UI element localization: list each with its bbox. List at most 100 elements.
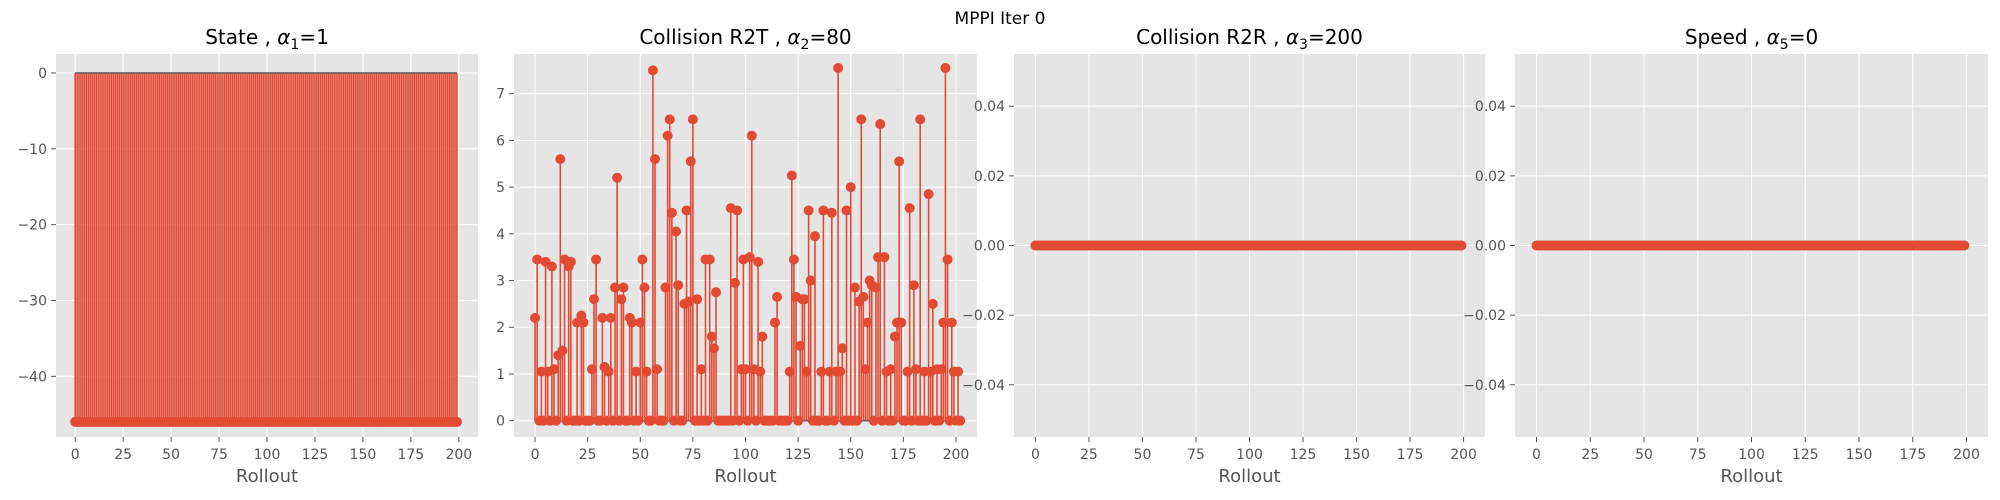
data-point [555, 154, 566, 165]
data-point [894, 156, 905, 167]
data-point [856, 114, 867, 125]
y-tick-label: −10 [17, 142, 47, 158]
y-tick-label: 2 [496, 320, 505, 336]
data-point [451, 416, 462, 427]
data-point [849, 282, 860, 293]
data-point [708, 343, 719, 354]
data-point [548, 364, 559, 375]
x-tick-label: 100 [732, 447, 759, 463]
data-point [955, 415, 966, 426]
x-axis-label: Rollout [236, 466, 298, 487]
x-tick-label: 150 [350, 447, 377, 463]
y-tick-label: 0 [38, 66, 47, 82]
data-point [704, 254, 715, 265]
y-tick-label: 6 [496, 133, 505, 149]
data-point [934, 415, 945, 426]
x-tick-label: 150 [837, 447, 864, 463]
x-tick-label: 50 [162, 447, 180, 463]
data-point [729, 277, 740, 288]
x-tick-label: 175 [1899, 447, 1926, 463]
title-name: Speed , [1685, 25, 1767, 49]
title-alpha: α [1286, 25, 1299, 49]
data-point [908, 280, 919, 291]
data-point [612, 172, 623, 183]
x-tick-label: 125 [785, 447, 812, 463]
data-point [588, 294, 599, 305]
data-point [696, 364, 707, 375]
data-point [879, 252, 890, 263]
x-tick-label: 75 [210, 447, 228, 463]
x-tick-label: 200 [1450, 447, 1477, 463]
x-tick-label: 175 [397, 447, 424, 463]
data-point [658, 415, 669, 426]
data-point [650, 154, 661, 165]
data-point [530, 312, 541, 323]
data-point [936, 364, 947, 375]
data-point [818, 205, 829, 216]
data-point [584, 415, 595, 426]
title-name: Collision R2T , [639, 25, 787, 49]
data-point [681, 205, 692, 216]
y-tick-label: 7 [496, 87, 505, 103]
data-point [673, 280, 684, 291]
title-name: Collision R2R , [1136, 25, 1286, 49]
data-point [753, 256, 764, 267]
data-point [666, 207, 677, 218]
data-point [862, 317, 873, 328]
data-point [744, 252, 755, 263]
data-point [946, 317, 957, 328]
subplots: 0 25 50 75 100 125 150 175 2000−10−20−30−40Rollo… [17, 25, 1988, 487]
data-point [546, 261, 557, 272]
y-tick-label: −20 [17, 218, 47, 234]
data-point [835, 366, 846, 377]
stem-series [1030, 240, 1467, 251]
x-tick-label: 175 [890, 447, 917, 463]
data-point [740, 364, 751, 375]
x-tick-label: 25 [1080, 447, 1098, 463]
subplot-3: 0 25 50 75 100 125 150 175 200 0.04 0.02 0.00 −0.02 −… [962, 25, 1485, 487]
x-tick-label: 50 [1635, 447, 1653, 463]
data-point [910, 364, 921, 375]
y-tick-label: 3 [496, 274, 505, 290]
subplot-title: State , α1=1 [205, 25, 329, 53]
data-point [852, 415, 863, 426]
data-point [633, 415, 644, 426]
data-point [860, 364, 871, 375]
data-point [751, 415, 762, 426]
data-point [660, 282, 671, 293]
title-alpha-subscript: 1 [290, 37, 299, 53]
x-tick-label: 0 [1532, 447, 1541, 463]
data-point [597, 312, 608, 323]
data-point [532, 254, 543, 265]
x-tick-label: 0 [1031, 447, 1040, 463]
data-point [610, 282, 621, 293]
data-point [711, 287, 722, 298]
data-point [784, 366, 795, 377]
data-point [677, 415, 688, 426]
title-alpha: α [787, 25, 800, 49]
y-tick-label: 0 [496, 414, 505, 430]
data-point [868, 415, 879, 426]
data-point [904, 203, 915, 214]
data-point [896, 317, 907, 328]
data-point [938, 317, 949, 328]
subplot-title: Speed , α5=0 [1685, 25, 1818, 53]
data-point [845, 182, 856, 193]
data-point [639, 282, 650, 293]
title-alpha-value: =0 [1789, 25, 1818, 49]
x-axis-label: Rollout [1720, 466, 1782, 487]
data-point [586, 364, 597, 375]
data-point [631, 366, 642, 377]
x-axis-label: Rollout [1218, 466, 1280, 487]
data-point [706, 331, 717, 342]
y-tick-label: 0.04 [974, 99, 1005, 115]
y-tick-label: 0.00 [974, 239, 1005, 255]
subplot-4: 0 25 50 75 100 125 150 175 200 0.04 0.02 0.00 −0.02 −… [1463, 25, 1988, 487]
data-point [902, 366, 913, 377]
data-point [618, 282, 629, 293]
data-point [841, 205, 852, 216]
x-tick-label: 175 [1397, 447, 1424, 463]
data-point [603, 366, 614, 377]
stem-series [70, 72, 462, 427]
data-point [664, 114, 675, 125]
